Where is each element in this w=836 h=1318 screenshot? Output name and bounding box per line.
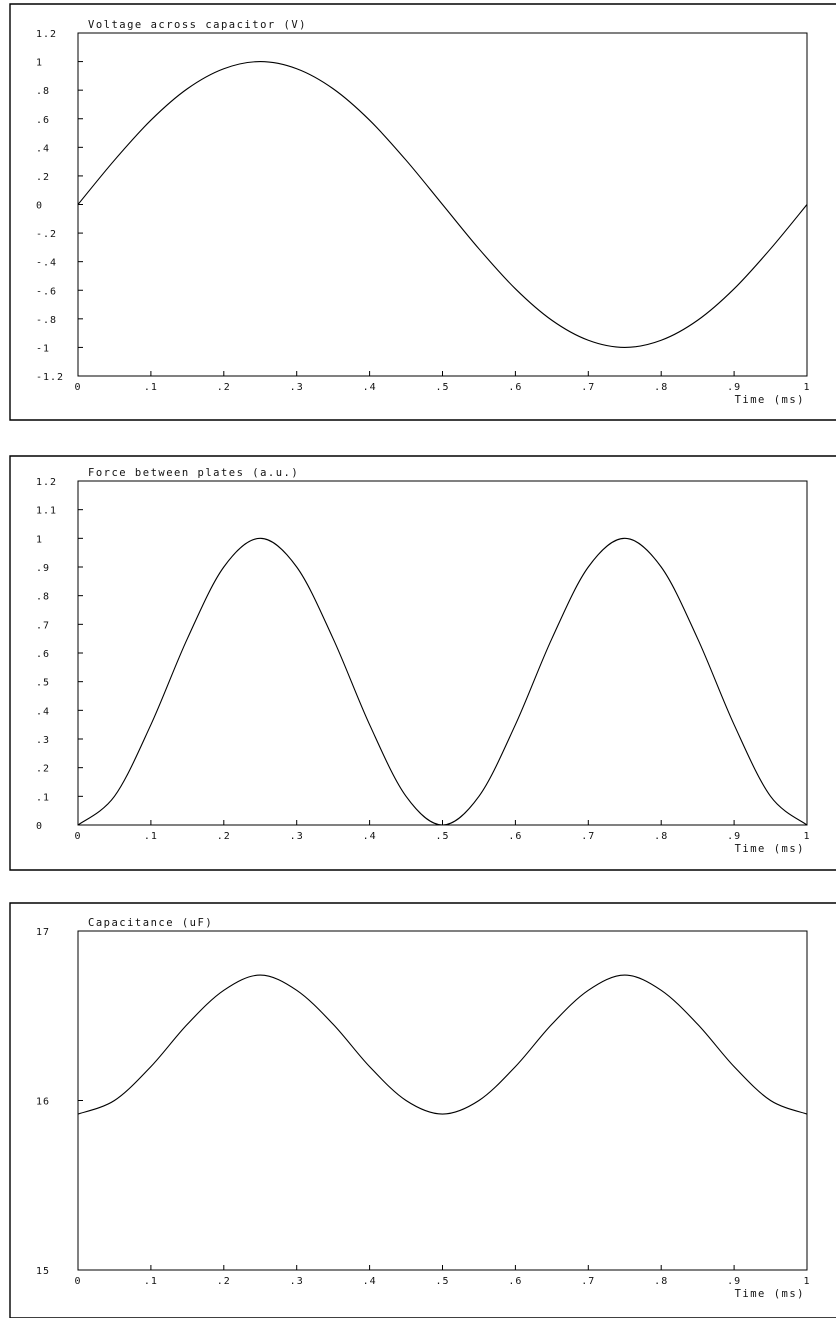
x-tick-label: 0 <box>74 382 81 393</box>
x-tick-label: .6 <box>508 382 522 393</box>
y-tick-label: 0 <box>36 201 43 212</box>
y-tick-label: -.2 <box>36 229 57 240</box>
x-tick-label: 0 <box>74 1276 81 1287</box>
y-tick-label: .8 <box>36 86 50 97</box>
x-tick-label: .1 <box>144 831 158 842</box>
x-tick-label: .4 <box>363 831 377 842</box>
x-tick-label: .8 <box>654 831 668 842</box>
y-tick-label: 1.1 <box>36 506 57 517</box>
x-tick-label: 1 <box>803 382 810 393</box>
y-tick-label: .6 <box>36 115 50 126</box>
x-tick-label: 1 <box>803 831 810 842</box>
y-tick-label: .2 <box>36 764 50 775</box>
y-tick-label: -1.2 <box>36 372 64 383</box>
x-tick-label: .7 <box>581 1276 595 1287</box>
y-tick-label: .9 <box>36 563 50 574</box>
x-tick-label: 0 <box>74 831 81 842</box>
series-line-1 <box>77 537 808 826</box>
x-tick-label: .6 <box>508 831 522 842</box>
x-tick-label: .5 <box>435 1276 449 1287</box>
x-tick-label: .2 <box>217 831 231 842</box>
y-tick-label: .4 <box>36 706 50 717</box>
y-tick-label: .6 <box>36 649 50 660</box>
y-tick-label: .1 <box>36 792 50 803</box>
y-tick-label: -.6 <box>36 286 57 297</box>
y-tick-label: .2 <box>36 172 50 183</box>
x-tick-label: .9 <box>727 1276 741 1287</box>
x-tick-label: .2 <box>217 1276 231 1287</box>
chart-title: Force between plates (a.u.) <box>88 467 299 479</box>
y-tick-label: 1.2 <box>36 29 57 40</box>
x-tick-label: .2 <box>217 382 231 393</box>
x-tick-label: .5 <box>435 831 449 842</box>
x-axis-label: Time (ms) <box>735 394 805 406</box>
panel-frame <box>9 3 836 421</box>
chart-title: Capacitance (uF) <box>88 917 213 929</box>
y-tick-label: 16 <box>36 1097 50 1108</box>
x-tick-label: .6 <box>508 1276 522 1287</box>
x-tick-label: .1 <box>144 1276 158 1287</box>
y-tick-label: .8 <box>36 592 50 603</box>
y-tick-label: 17 <box>36 927 50 938</box>
y-tick-label: 1.2 <box>36 477 57 488</box>
x-tick-label: .3 <box>290 382 304 393</box>
chart-panel-1: 0 .1 .2 .3 .4 .5 .6 .7 .8 .9 1 1.2 1 .8 .6 .4 .2 0 -.2 -.4 -… <box>9 3 836 421</box>
chart-title: Voltage across capacitor (V) <box>88 19 307 31</box>
y-tick-label: -.8 <box>36 315 57 326</box>
series-line-1 <box>77 61 808 348</box>
x-tick-label: .5 <box>435 382 449 393</box>
y-tick-label: .3 <box>36 735 50 746</box>
y-tick-label: .4 <box>36 143 50 154</box>
plot-area <box>77 480 808 826</box>
series-line-1 <box>77 974 808 1115</box>
x-tick-label: 1 <box>803 1276 810 1287</box>
y-tick-label: .7 <box>36 620 50 631</box>
y-tick-label: -1 <box>36 343 50 354</box>
x-tick-label: .9 <box>727 382 741 393</box>
panel-frame <box>9 902 836 1318</box>
chart-panel-2: 0 .1 .2 .3 .4 .5 .6 .7 .8 .9 1 1.2 1.1 1 .9 .8 .7 .6 .5 .4.… <box>9 455 836 871</box>
x-tick-label: .8 <box>654 1276 668 1287</box>
x-axis-label: Time (ms) <box>735 843 805 855</box>
y-tick-label: 15 <box>36 1266 50 1277</box>
y-tick-label: 1 <box>36 534 43 545</box>
chart-panel-3: 0 .1 .2 .3 .4 .5 .6 .7 .8 .9 1 17 16 15 Capacitance (u… <box>9 902 836 1318</box>
x-tick-label: .9 <box>727 831 741 842</box>
plot-area <box>77 930 808 1271</box>
x-tick-label: .4 <box>363 382 377 393</box>
x-axis-label: Time (ms) <box>735 1288 805 1300</box>
x-tick-label: .1 <box>144 382 158 393</box>
x-tick-label: .8 <box>654 382 668 393</box>
y-tick-label: -.4 <box>36 258 57 269</box>
x-tick-label: .3 <box>290 831 304 842</box>
x-tick-label: .3 <box>290 1276 304 1287</box>
panel-frame <box>9 455 836 871</box>
y-tick-label: 0 <box>36 821 43 832</box>
x-tick-label: .4 <box>363 1276 377 1287</box>
x-tick-label: .7 <box>581 831 595 842</box>
y-tick-label: 1 <box>36 58 43 69</box>
x-tick-label: .7 <box>581 382 595 393</box>
y-tick-label: .5 <box>36 678 50 689</box>
